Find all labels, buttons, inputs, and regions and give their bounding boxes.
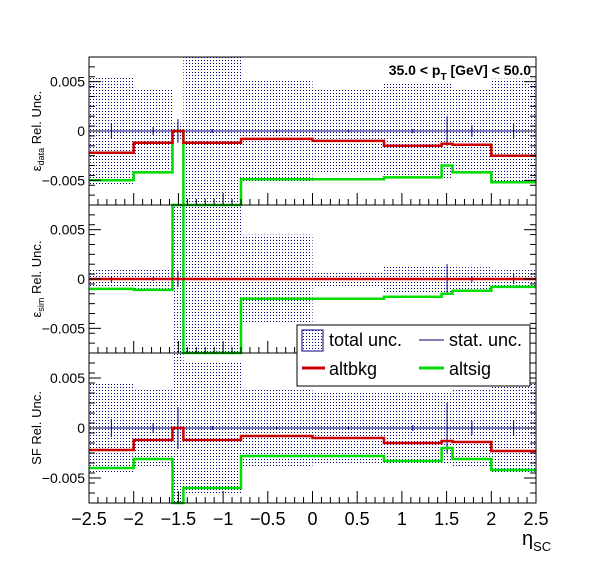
legend: total unc. stat. unc. altbkg altsig [296,324,531,387]
legend-box [296,324,531,387]
y-tick-label-sim-2: 0.005 [50,222,85,238]
x-tick-label-1: −2 [123,509,144,529]
altbkg-line-data [89,129,536,157]
y-tick-label-sim-1: 0 [77,271,85,287]
panel-data: −0.005 0 0.005 εdata Rel. Unc. [29,56,537,207]
y-axis-label-data: εdata Rel. Unc. [29,91,46,171]
y-tick-label-data-0: −0.005 [42,172,85,188]
y-tick-label-sim-0: −0.005 [42,320,85,336]
x-tick-label-2: −1.5 [161,509,197,529]
series-data [89,129,536,207]
y-tick-label-data-2: 0.005 [50,74,85,90]
panel-sf: −0.005 0 0.005 SF Rel. Unc. [29,352,537,505]
y-axis-label-sf: SF Rel. Unc. [29,391,44,465]
x-axis: −2.5 −2 −1.5 −1 −0.5 0 0.5 1 1.5 2 2.5 [71,193,549,529]
y-axis-sim: −0.005 0 0.005 [42,204,536,354]
x-tick-label-4: −0.5 [250,509,286,529]
x-tick-label-7: 1 [397,509,407,529]
y-tick-label-sf-0: −0.005 [42,470,85,486]
altsig-line-sim [89,203,536,355]
y-axis-label-sim: εsim Rel. Unc. [29,241,46,318]
x-tick-label-3: −1 [213,509,234,529]
legend-label-stat: stat. unc. [449,330,522,350]
legend-label-altbkg: altbkg [329,359,377,379]
x-tick-label-5: 0 [307,509,317,529]
chart-title: 35.0 < pT [GeV] < 50.0 [389,62,532,83]
series-sim [89,203,536,355]
x-tick-label-9: 2 [486,509,496,529]
altbkg-line-sf [89,426,536,453]
y-tick-label-sf-1: 0 [77,420,85,436]
altsig-line-data [89,129,536,207]
legend-swatch-total [301,329,324,352]
x-tick-label-8: 1.5 [434,509,459,529]
x-axis-label: ηSC [522,528,551,554]
panel-sim: −0.005 0 0.005 εsim Rel. Unc. [29,203,537,355]
legend-label-total: total unc. [329,330,402,350]
x-tick-label-10: 2.5 [523,509,548,529]
y-axis-data: −0.005 0 0.005 [42,56,536,206]
series-sf [89,426,536,505]
y-tick-label-sf-2: 0.005 [50,370,85,386]
x-tick-label-6: 0.5 [345,509,370,529]
stat-unc-bars-sf [110,403,515,453]
legend-label-altsig: altsig [449,359,491,379]
altsig-line-sf [89,446,536,505]
y-tick-label-data-1: 0 [77,123,85,139]
stat-unc-bars-data [110,116,515,146]
y-axis-sf: −0.005 0 0.005 [42,352,536,504]
x-tick-label-0: −2.5 [71,509,107,529]
